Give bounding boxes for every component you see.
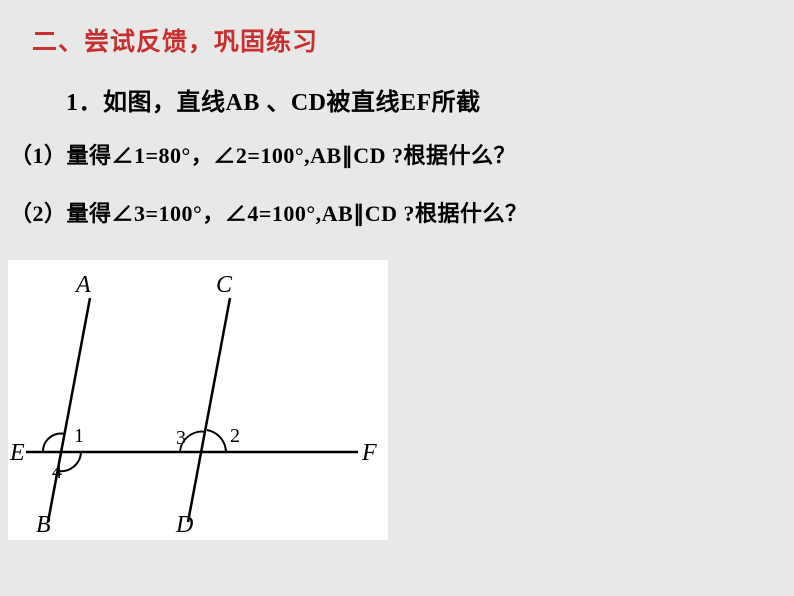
label-f: F [361, 440, 377, 466]
label-b: B [36, 512, 51, 538]
angle-arc-2 [207, 430, 226, 452]
angle-label-2: 2 [230, 425, 240, 447]
label-a: A [74, 272, 91, 298]
sub-problem-2: （2）量得∠3=100°，∠4=100°,AB∥CD ?根据什么？ [10, 196, 528, 228]
problem-heading: 1．如图，直线AB 、CD被直线EF所截 [66, 82, 481, 117]
angle-label-1: 1 [74, 425, 84, 447]
sub-problem-1: （1）量得∠1=80°，∠2=100°,AB∥CD ?根据什么？ [10, 138, 516, 170]
line-ab [48, 298, 90, 522]
angle-label-4: 4 [52, 461, 62, 483]
label-c: C [216, 272, 233, 298]
label-e: E [9, 440, 25, 466]
diagram-svg: A B C D E F 1 2 3 4 [8, 260, 388, 540]
geometry-diagram: A B C D E F 1 2 3 4 [8, 260, 388, 540]
angle-label-3: 3 [176, 427, 186, 449]
section-title: 二、尝试反馈，巩固练习 [32, 22, 318, 58]
line-cd [188, 298, 230, 522]
label-d: D [175, 512, 193, 538]
